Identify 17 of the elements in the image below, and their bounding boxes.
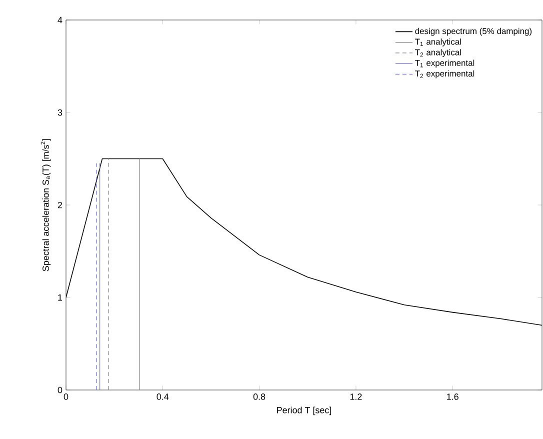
legend-label: T$_{1}$ experimental xyxy=(415,60,474,68)
x-tick-label: 1.6 xyxy=(447,394,458,400)
legend-label: design spectrum (5% damping) xyxy=(415,28,532,36)
legend-label: T$_{1}$ analytical xyxy=(415,38,461,46)
y-tick-label: 1 xyxy=(58,294,62,301)
x-tick-label: 0.4 xyxy=(156,394,169,400)
legend-label: T$_{2}$ analytical xyxy=(415,49,461,58)
y-tick-label: 0 xyxy=(58,386,62,394)
y-tick-label: 2 xyxy=(58,202,62,208)
y-axis-title: Spectral acceleration S$_{a}$(T) [m/s$^{2}$] xyxy=(40,139,51,272)
y-tick-label: 3 xyxy=(58,109,62,116)
legend-label: T$_{2}$ experimental xyxy=(415,70,474,78)
x-tick-label: 0 xyxy=(64,394,68,400)
x-axis-title: Period T [sec] xyxy=(277,406,332,416)
y-tick-label: 4 xyxy=(58,16,62,24)
x-tick-label: 0.8 xyxy=(253,394,266,400)
x-tick-label: 1.2 xyxy=(350,394,362,400)
